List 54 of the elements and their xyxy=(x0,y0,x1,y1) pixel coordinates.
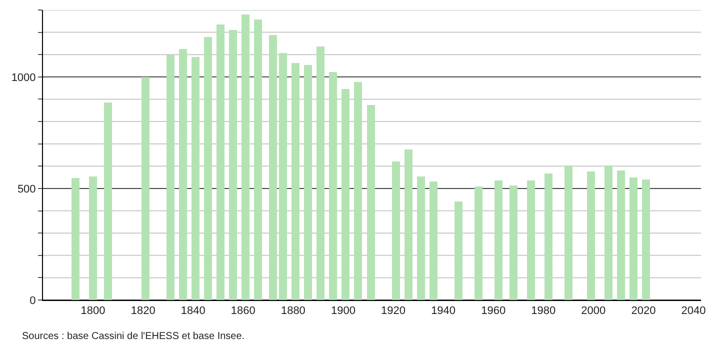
bar xyxy=(292,62,300,300)
x-tick-label: 1820 xyxy=(130,305,156,318)
bar xyxy=(192,57,200,300)
x-tick-label: 2040 xyxy=(681,305,706,318)
bar xyxy=(269,34,278,300)
bar xyxy=(392,161,400,300)
bar xyxy=(544,173,552,300)
y-tick-label: 1000 xyxy=(11,72,36,84)
bar xyxy=(342,88,350,300)
source-note: Sources : base Cassini de l'EHESS et base Insee. xyxy=(22,331,245,340)
bar xyxy=(416,176,425,300)
bar xyxy=(366,105,375,300)
bar xyxy=(586,171,595,300)
bar xyxy=(72,178,80,300)
x-tick-label: 1840 xyxy=(180,305,206,318)
bar xyxy=(142,76,150,300)
bar xyxy=(616,170,625,300)
y-tick-label: 500 xyxy=(17,183,36,196)
y-tick-label: 0 xyxy=(30,294,36,307)
x-tick-label: 2000 xyxy=(581,305,606,318)
bar xyxy=(494,180,502,300)
bar xyxy=(179,48,188,300)
x-tick-label: 1900 xyxy=(330,305,356,318)
bar xyxy=(354,82,362,300)
bar xyxy=(329,72,338,300)
x-tick-label: 1940 xyxy=(431,305,456,318)
x-tick-label: 1860 xyxy=(230,305,256,318)
bar xyxy=(229,30,238,300)
bar xyxy=(564,165,572,300)
bar xyxy=(104,102,112,300)
x-tick-label: 1880 xyxy=(280,305,306,318)
x-tick-label: 1960 xyxy=(481,305,506,318)
bar xyxy=(642,179,650,300)
x-tick-label: 2020 xyxy=(631,305,656,318)
bar xyxy=(509,185,518,300)
bar xyxy=(242,14,250,300)
bar xyxy=(454,202,462,300)
bar xyxy=(204,36,212,300)
bar xyxy=(166,54,175,300)
bar xyxy=(89,176,98,300)
bar xyxy=(216,24,225,300)
bar xyxy=(254,20,262,300)
bar xyxy=(316,46,325,300)
bar xyxy=(604,165,612,300)
bar xyxy=(429,181,438,300)
bar xyxy=(526,180,535,300)
x-tick-label: 1980 xyxy=(531,305,556,318)
x-tick-label: 1800 xyxy=(80,305,106,318)
bar xyxy=(404,150,412,300)
bar xyxy=(629,177,638,300)
bar xyxy=(474,186,482,300)
bar xyxy=(279,52,288,300)
bar xyxy=(304,64,312,300)
x-tick-label: 1920 xyxy=(381,305,406,318)
